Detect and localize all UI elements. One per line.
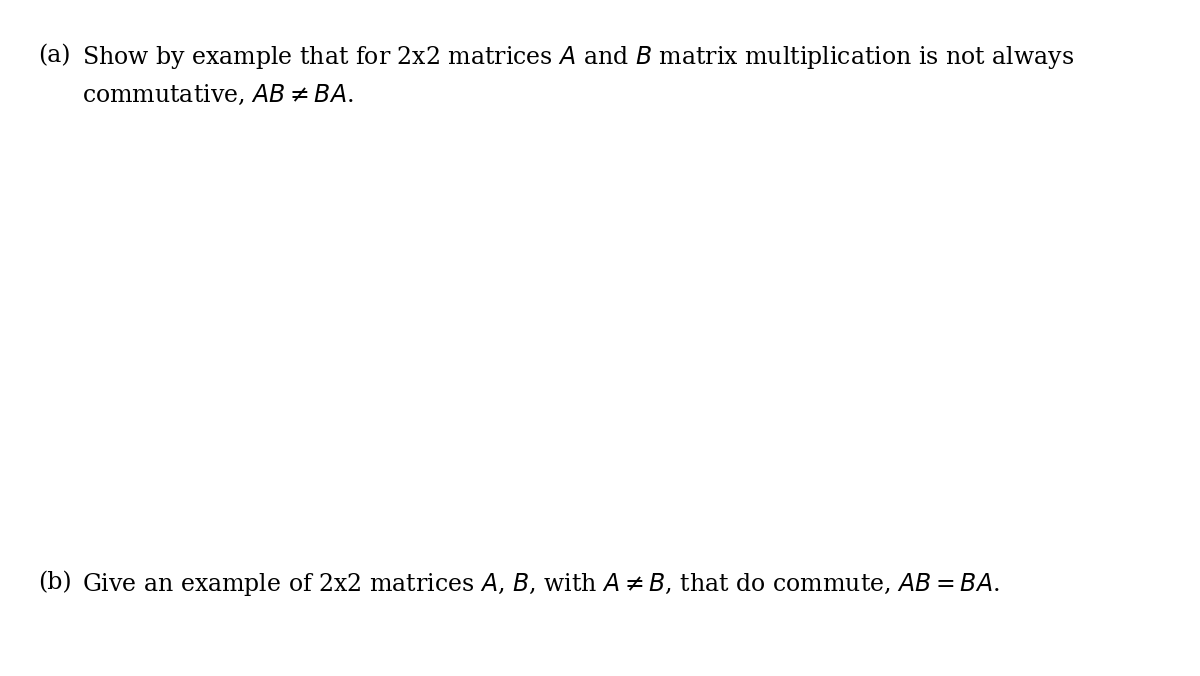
Text: commutative, $AB \neq BA$.: commutative, $AB \neq BA$. bbox=[82, 83, 353, 107]
Text: (b): (b) bbox=[38, 571, 72, 594]
Text: (a): (a) bbox=[38, 44, 71, 67]
Text: Give an example of 2x2 matrices $A$, $B$, with $A \neq B$, that do commute, $AB : Give an example of 2x2 matrices $A$, $B$… bbox=[82, 571, 1000, 598]
Text: Show by example that for 2x2 matrices $A$ and $B$ matrix multiplication is not a: Show by example that for 2x2 matrices $A… bbox=[82, 44, 1074, 71]
